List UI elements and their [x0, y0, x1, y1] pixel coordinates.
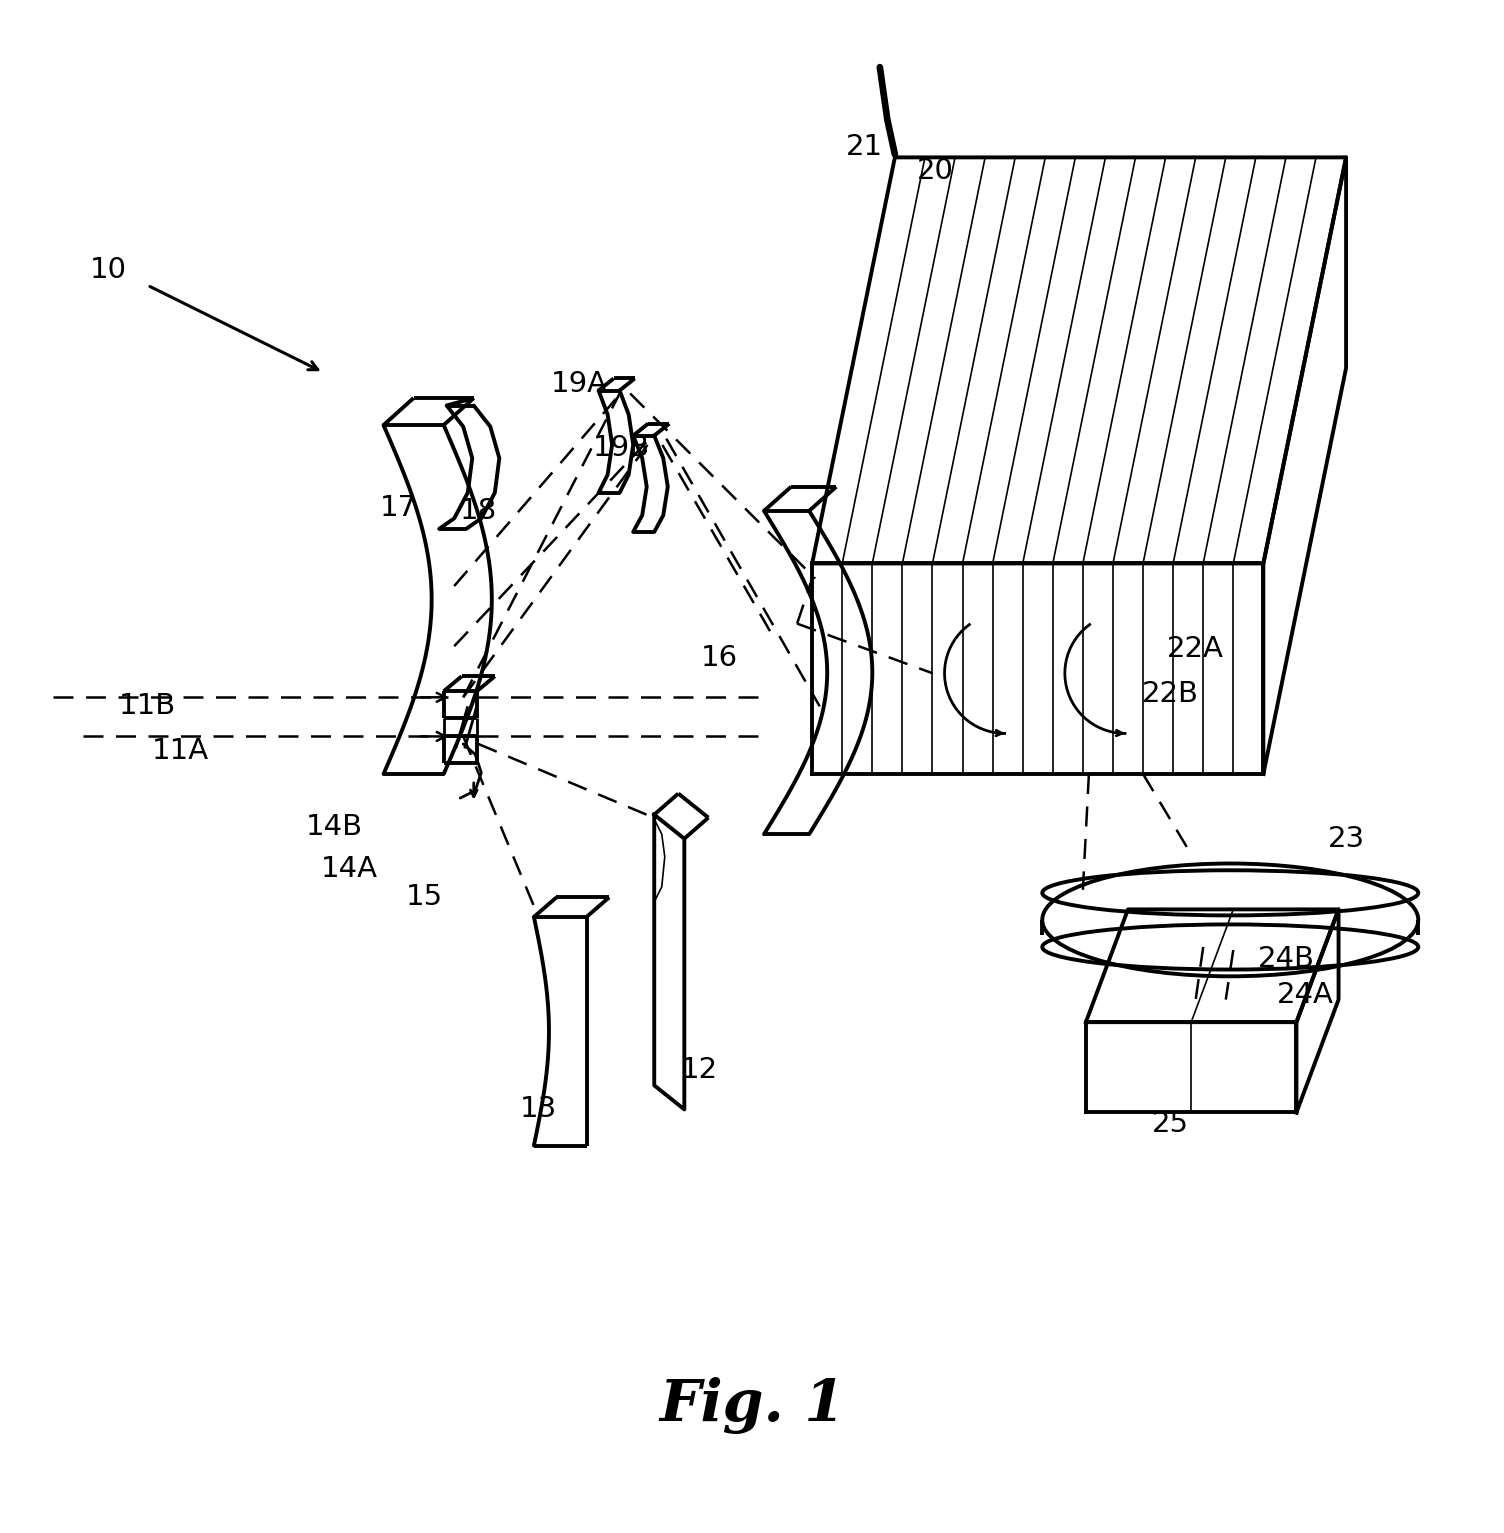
- Text: 14A: 14A: [320, 855, 378, 883]
- Text: 11B: 11B: [119, 693, 176, 721]
- Text: 17: 17: [381, 494, 417, 521]
- Text: 21: 21: [847, 133, 883, 161]
- Text: 19A: 19A: [550, 371, 608, 399]
- Text: 20: 20: [917, 156, 954, 185]
- Text: 12: 12: [681, 1056, 717, 1084]
- Text: 18: 18: [460, 497, 496, 524]
- Text: 14B: 14B: [305, 812, 362, 840]
- Text: Fig. 1: Fig. 1: [659, 1377, 845, 1435]
- Text: 15: 15: [406, 883, 442, 911]
- Text: 22A: 22A: [1167, 635, 1224, 664]
- Text: 10: 10: [90, 256, 126, 284]
- Text: 24A: 24A: [1277, 981, 1334, 1009]
- Text: 19B: 19B: [593, 434, 650, 461]
- Text: 11A: 11A: [152, 737, 209, 765]
- Text: 25: 25: [1152, 1110, 1188, 1139]
- Text: 13: 13: [520, 1096, 556, 1124]
- Text: 16: 16: [701, 644, 737, 671]
- Text: 23: 23: [1328, 825, 1364, 852]
- Text: 24B: 24B: [1257, 944, 1314, 973]
- Text: 22B: 22B: [1142, 681, 1199, 708]
